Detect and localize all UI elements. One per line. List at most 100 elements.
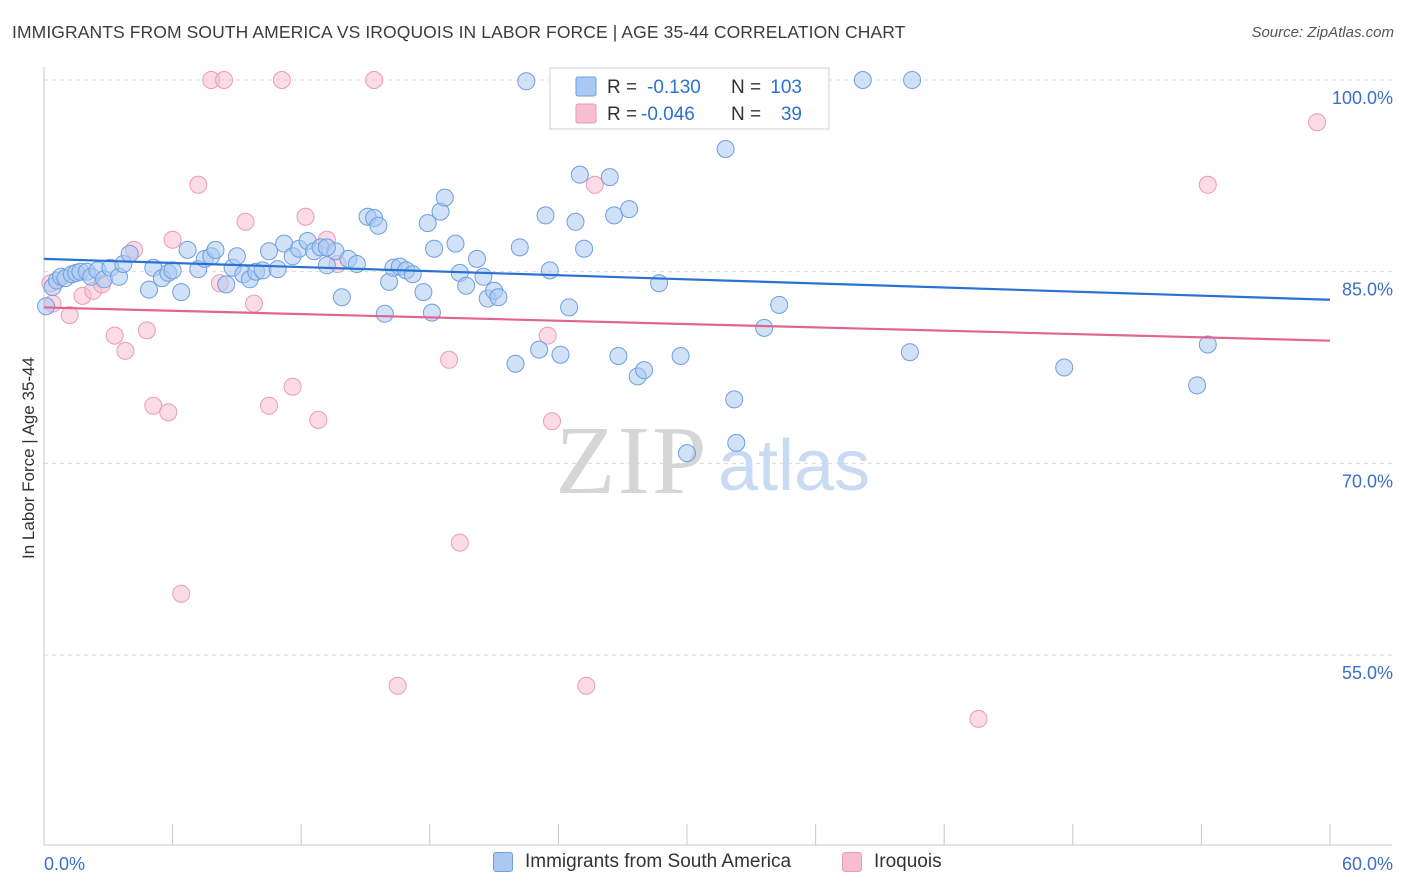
iroquois-point bbox=[1198, 175, 1217, 194]
south-america-point bbox=[678, 444, 696, 463]
south-america-point bbox=[332, 288, 351, 307]
south-america-point bbox=[716, 140, 735, 158]
south-america-point bbox=[1188, 376, 1207, 395]
iroquois-point bbox=[388, 676, 407, 695]
south-america-point bbox=[414, 283, 433, 302]
stats-n-value-blue: 103 bbox=[770, 77, 802, 98]
south-america-point bbox=[120, 244, 139, 263]
stats-r-value-blue: -0.130 bbox=[647, 77, 701, 98]
south-america-point bbox=[253, 261, 272, 280]
trend-lines bbox=[43, 257, 1331, 342]
south-america-point bbox=[671, 347, 690, 365]
south-america-point bbox=[600, 168, 619, 187]
chart-title: IMMIGRANTS FROM SOUTH AMERICA VS IROQUOI… bbox=[12, 22, 906, 42]
iroquois-point bbox=[440, 350, 459, 369]
series-legend: Immigrants from South America Iroquois bbox=[0, 851, 1406, 879]
iroquois-point bbox=[159, 403, 178, 422]
south-america-point bbox=[575, 239, 594, 258]
stats-legend: R = -0.130 N = 103 R = -0.046 N = 39 bbox=[549, 67, 830, 130]
south-america-point bbox=[536, 206, 555, 225]
south-america-point bbox=[566, 212, 585, 231]
trend-line-south-america bbox=[43, 257, 1331, 301]
south-america-point bbox=[570, 165, 589, 184]
south-america-point bbox=[551, 345, 570, 364]
y-tick-label-55: 55.0% bbox=[1342, 663, 1393, 683]
south-america-point bbox=[178, 240, 197, 259]
iroquois-point bbox=[189, 175, 208, 194]
south-america-point bbox=[474, 267, 493, 286]
stats-r-label-pink: R = bbox=[607, 104, 637, 125]
south-america-point bbox=[900, 343, 919, 362]
south-america-point bbox=[375, 304, 394, 323]
south-america-point bbox=[260, 242, 278, 261]
iroquois-point bbox=[60, 306, 79, 325]
stats-legend-pink-swatch bbox=[575, 103, 597, 124]
south-america-point bbox=[446, 234, 465, 253]
south-america-point bbox=[268, 260, 287, 279]
south-america-point bbox=[140, 280, 158, 299]
south-america-point bbox=[457, 276, 476, 295]
iroquois-point bbox=[163, 230, 182, 249]
south-america-point bbox=[609, 347, 628, 365]
stats-legend-blue-swatch bbox=[575, 76, 597, 97]
south-america-point bbox=[853, 71, 872, 89]
stats-n-label-pink: N = bbox=[731, 104, 761, 125]
south-america-point bbox=[163, 261, 182, 280]
iroquois-point bbox=[260, 396, 278, 415]
south-america-point bbox=[468, 249, 486, 268]
iroquois-point bbox=[172, 584, 191, 603]
south-america-point bbox=[510, 238, 529, 257]
stats-n-value-pink: 39 bbox=[781, 104, 802, 125]
south-america-point bbox=[725, 390, 744, 409]
south-america-point bbox=[227, 247, 246, 266]
south-america-point bbox=[217, 275, 236, 294]
iroquois-point bbox=[1308, 113, 1327, 132]
series-south-america-points bbox=[37, 71, 1217, 463]
south-america-point bbox=[1055, 358, 1074, 377]
y-tick-label-85: 85.0% bbox=[1342, 280, 1393, 300]
south-america-point bbox=[489, 288, 508, 307]
south-america-point bbox=[403, 265, 422, 284]
south-america-point bbox=[770, 295, 789, 314]
y-tick-label-100: 100.0% bbox=[1332, 88, 1393, 108]
iroquois-point bbox=[585, 175, 604, 194]
south-america-point bbox=[317, 256, 336, 275]
iroquois-point bbox=[577, 676, 596, 695]
source-credit: Source: ZipAtlas.com bbox=[1251, 24, 1394, 41]
series-iroquois-points bbox=[41, 71, 1327, 728]
iroquois-point bbox=[543, 412, 561, 431]
x-tick-labels: 0.0% 60.0% bbox=[44, 854, 1393, 874]
iroquois-point bbox=[116, 341, 135, 360]
legend-label-south-america: Immigrants from South America bbox=[525, 851, 792, 872]
axes bbox=[43, 67, 1392, 846]
iroquois-point bbox=[450, 533, 469, 552]
iroquois-point bbox=[365, 71, 384, 89]
watermark: ZIP atlas bbox=[556, 407, 871, 515]
south-america-point bbox=[540, 261, 559, 280]
iroquois-point bbox=[309, 410, 328, 429]
south-america-point bbox=[530, 340, 549, 359]
watermark-zip: ZIP bbox=[556, 407, 709, 515]
legend-label-iroquois: Iroquois bbox=[874, 851, 942, 872]
south-america-point bbox=[418, 214, 437, 233]
trend-line-iroquois bbox=[43, 306, 1331, 342]
south-america-point bbox=[206, 240, 225, 259]
iroquois-point bbox=[215, 71, 233, 89]
legend-item-south-america[interactable]: Immigrants from South America bbox=[493, 851, 791, 873]
south-america-point bbox=[755, 318, 774, 337]
y-tick-labels: 55.0% 70.0% 85.0% 100.0% bbox=[1332, 88, 1393, 683]
south-america-point bbox=[727, 433, 746, 452]
stats-r-value-pink: -0.046 bbox=[641, 104, 695, 125]
south-america-point bbox=[425, 239, 444, 258]
x-tick-label-min: 0.0% bbox=[44, 854, 85, 874]
iroquois-point bbox=[236, 212, 255, 231]
south-america-point bbox=[560, 298, 579, 317]
gridlines bbox=[44, 79, 1392, 656]
stats-r-label-blue: R = bbox=[607, 77, 637, 98]
y-tick-label-70: 70.0% bbox=[1342, 471, 1393, 491]
south-america-point bbox=[172, 283, 191, 302]
south-america-point bbox=[903, 71, 922, 89]
iroquois-point bbox=[283, 377, 302, 396]
legend-item-iroquois[interactable]: Iroquois bbox=[842, 851, 942, 873]
south-america-point bbox=[369, 216, 388, 235]
